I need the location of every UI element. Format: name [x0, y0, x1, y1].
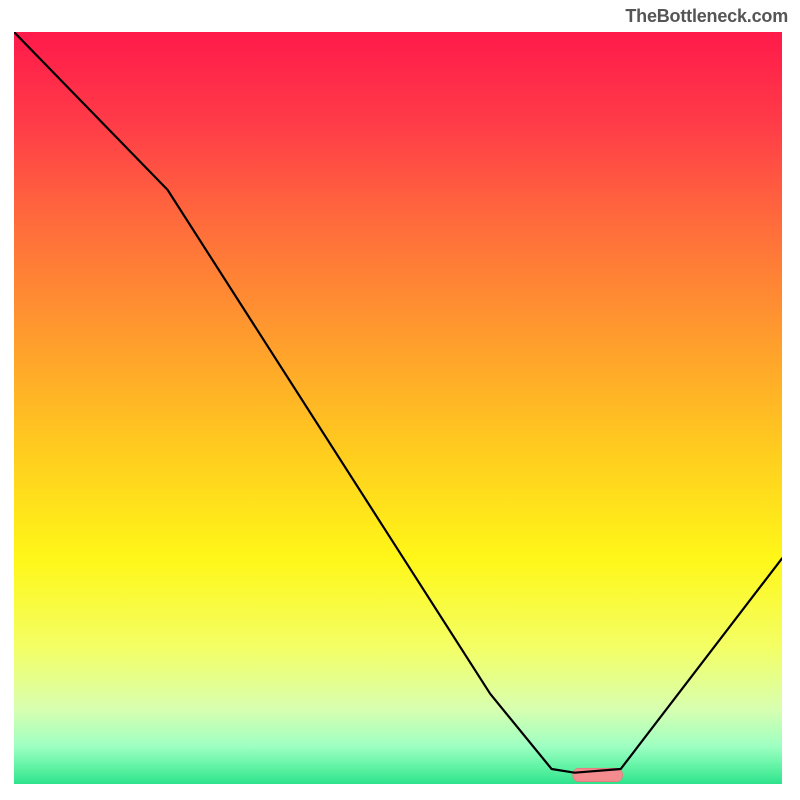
watermark-text: TheBottleneck.com	[625, 6, 788, 27]
bottleneck-chart	[14, 32, 782, 784]
chart-svg	[14, 32, 782, 784]
chart-background	[14, 32, 782, 784]
